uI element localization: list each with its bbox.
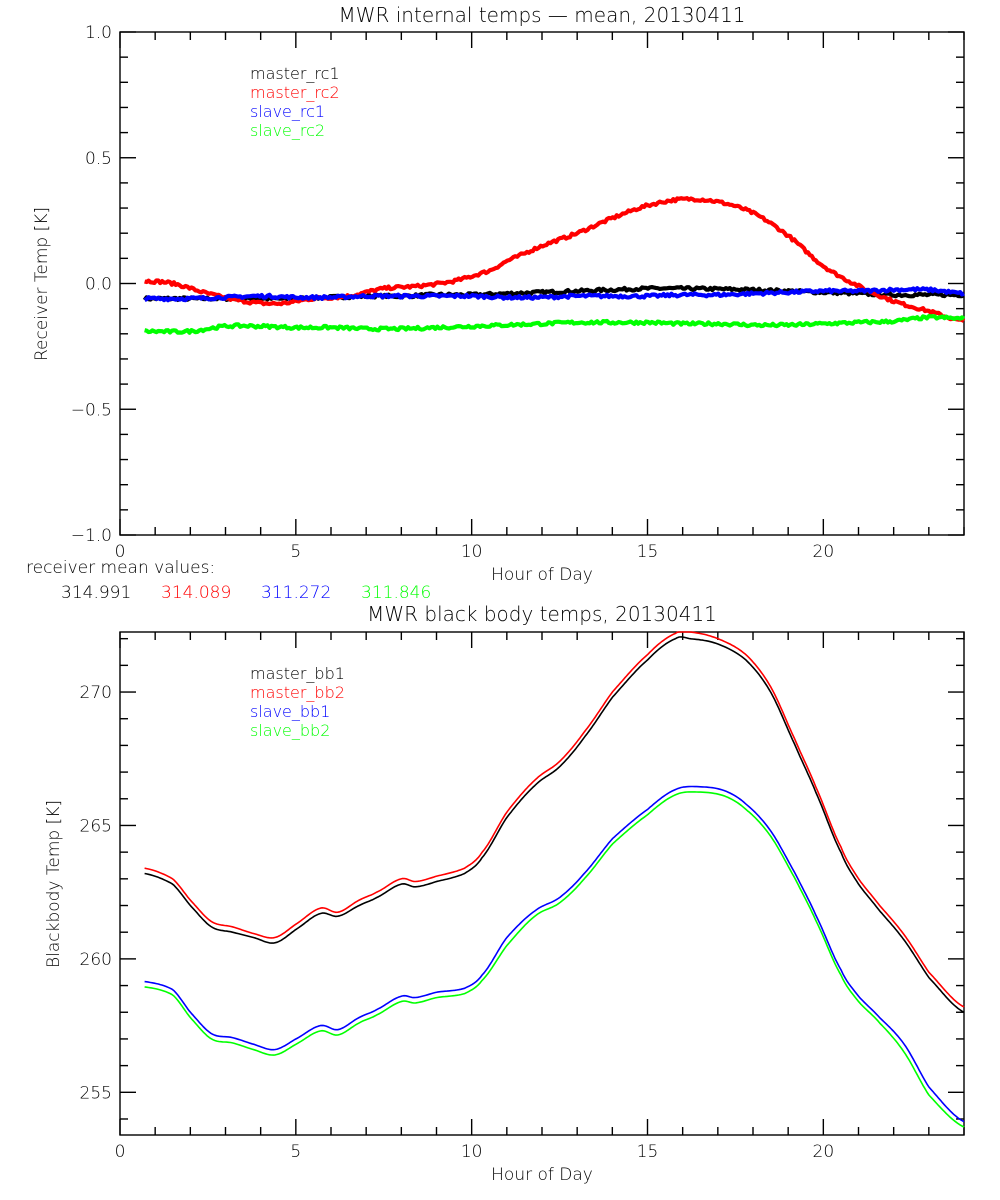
y-tick-label: 0.5 xyxy=(85,149,112,169)
x-tick-label: 5 xyxy=(290,1142,301,1162)
x-tick-label: 5 xyxy=(290,542,301,562)
y-tick-label: −1.0 xyxy=(71,526,112,546)
receiver-x-axis-label: Hour of Day xyxy=(491,565,593,585)
series-line-slave-rc2 xyxy=(144,314,966,335)
blackbody-y-tick-labels: 255 260 265 270 xyxy=(80,683,112,1103)
series-line-master-bb2 xyxy=(144,631,965,1008)
x-tick-label: 20 xyxy=(813,542,835,562)
series-line-slave-rc1 xyxy=(143,286,965,303)
y-tick-label: 270 xyxy=(80,683,112,703)
blackbody-series-lines xyxy=(144,631,965,1128)
x-tick-label: 20 xyxy=(813,1142,835,1162)
receiver-x-tick-labels: 0 5 10 15 20 xyxy=(115,542,835,562)
x-tick-label: 0 xyxy=(115,1142,126,1162)
legend-slave-rc2: slave_rc2 xyxy=(250,121,325,140)
legend-master-rc2: master_rc2 xyxy=(250,83,340,102)
receiver-y-tick-labels: −1.0 −0.5 0.0 0.5 1.0 xyxy=(71,23,112,546)
receiver-legend: master_rc1 master_rc2 slave_rc1 slave_rc… xyxy=(250,64,340,140)
x-tick-label: 15 xyxy=(637,542,659,562)
x-tick-label: 10 xyxy=(461,542,483,562)
receiver-plot-frame xyxy=(119,31,965,536)
legend-slave-bb1: slave_bb1 xyxy=(250,702,330,721)
blackbody-temps-panel: MWR black body temps, 20130411 0 5 10 15… xyxy=(44,602,965,1185)
blackbody-legend: master_bb1 master_bb2 slave_bb1 slave_bb… xyxy=(250,664,345,740)
series-line-master-bb1 xyxy=(144,636,965,1014)
receiver-mean-values-label: receiver mean values: xyxy=(26,558,215,578)
receiver-y-axis-label: Receiver Temp [K] xyxy=(32,207,52,361)
legend-master-bb2: master_bb2 xyxy=(250,683,345,702)
receiver-mean-values: 314.991 314.089 311.272 311.846 xyxy=(61,583,431,603)
receiver-series-lines xyxy=(142,196,966,335)
y-tick-label: 1.0 xyxy=(85,23,112,43)
series-line-slave-bb2 xyxy=(144,791,965,1128)
receiver-temps-panel: MWR internal temps — mean, 20130411 0 5 … xyxy=(26,3,966,603)
mean-value-master-rc2: 314.089 xyxy=(161,583,231,603)
series-line-slave-bb1 xyxy=(144,785,965,1123)
receiver-chart-title: MWR internal temps — mean, 20130411 xyxy=(338,3,745,27)
series-line-master-rc2 xyxy=(144,196,966,323)
mean-value-slave-rc1: 311.272 xyxy=(261,583,331,603)
legend-master-rc1: master_rc1 xyxy=(250,64,340,83)
x-tick-label: 0 xyxy=(115,542,126,562)
x-tick-label: 15 xyxy=(637,1142,659,1162)
blackbody-plot-frame xyxy=(119,631,965,1136)
legend-slave-bb2: slave_bb2 xyxy=(250,721,330,740)
blackbody-y-axis-label: Blackbody Temp [K] xyxy=(44,800,64,968)
x-tick-label: 10 xyxy=(461,1142,483,1162)
y-tick-label: 265 xyxy=(80,816,112,836)
receiver-axis-ticks xyxy=(119,31,965,536)
legend-slave-rc1: slave_rc1 xyxy=(250,102,325,121)
blackbody-chart-title: MWR black body temps, 20130411 xyxy=(367,602,717,626)
y-tick-label: 0.0 xyxy=(85,275,112,295)
blackbody-x-tick-labels: 0 5 10 15 20 xyxy=(115,1142,835,1162)
legend-master-bb1: master_bb1 xyxy=(250,664,345,683)
mean-value-master-rc1: 314.991 xyxy=(61,583,131,603)
y-tick-label: 255 xyxy=(80,1083,112,1103)
blackbody-x-axis-label: Hour of Day xyxy=(491,1165,593,1185)
y-tick-label: 260 xyxy=(80,950,112,970)
y-tick-label: −0.5 xyxy=(71,400,112,420)
mean-value-slave-rc2: 311.846 xyxy=(361,583,431,603)
blackbody-axis-ticks xyxy=(119,632,965,1135)
